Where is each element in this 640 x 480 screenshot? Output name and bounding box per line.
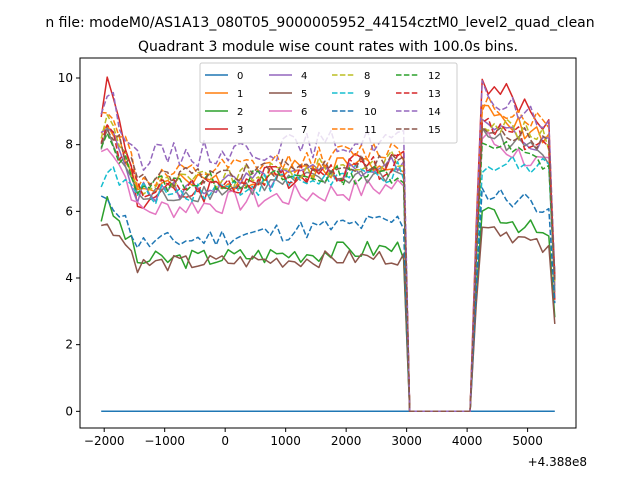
x-tick-label: 2000 [331,434,362,448]
x-tick-label: 1000 [270,434,301,448]
x-tick-label: −1000 [144,434,185,448]
y-tick-label: 0 [65,404,73,418]
chart-title: Quadrant 3 module wise count rates with … [138,39,518,55]
legend-box [199,62,458,144]
legend-label-5: 5 [301,89,307,100]
legend-label-12: 12 [428,71,441,82]
y-axis: 0 2 4 6 8 10 [58,71,80,418]
legend-label-4: 4 [301,71,307,82]
x-tick-label: 5000 [512,434,543,448]
x-axis: −2000 −1000 0 1000 2000 3000 4000 5000 [84,428,543,448]
y-tick-label: 8 [65,138,73,152]
legend-label-8: 8 [364,71,370,82]
x-offset-label: +4.388e8 [528,455,587,469]
legend-label-11: 11 [364,125,377,136]
legend-label-2: 2 [237,107,243,118]
series-line-5 [101,223,556,413]
y-tick-label: 4 [65,271,73,285]
y-tick-label: 2 [65,338,73,352]
series-line-10 [100,187,556,413]
legend-label-6: 6 [301,107,307,118]
legend-label-10: 10 [364,107,377,118]
series-line-9 [100,155,556,413]
legend-label-0: 0 [237,71,243,82]
legend-label-15: 15 [428,125,441,136]
x-tick-label: −2000 [84,434,125,448]
legend-label-9: 9 [364,89,370,100]
legend-label-13: 13 [428,89,441,100]
y-tick-label: 10 [58,71,73,85]
series-line-14 [100,80,556,413]
x-tick-label: 3000 [391,434,422,448]
legend-label-7: 7 [301,125,307,136]
series-layer [100,76,556,413]
legend-label-14: 14 [428,107,441,118]
suptitle: n file: modeM0/AS1A13_080T05_9000005952_… [45,15,594,31]
axes-frame [79,57,577,429]
legend-label-1: 1 [237,89,243,100]
series-line-15 [100,126,556,413]
x-tick-label: 0 [221,434,229,448]
y-tick-label: 6 [65,204,73,218]
series-line-2 [100,195,556,413]
x-tick-label: 4000 [452,434,483,448]
series-line-8 [100,114,556,413]
legend-label-3: 3 [237,125,243,136]
